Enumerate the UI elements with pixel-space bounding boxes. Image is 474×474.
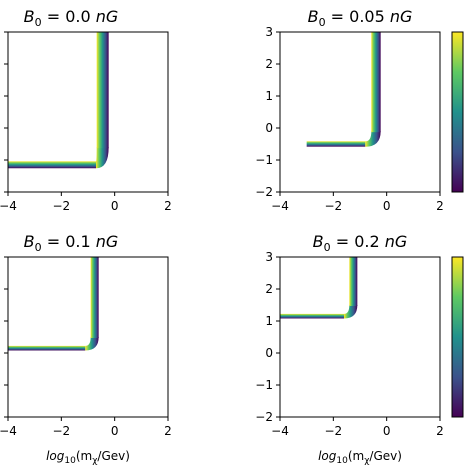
x-tick-label: −4 — [0, 424, 17, 438]
title-unit: nG — [385, 232, 408, 251]
y-tick-label: 0 — [265, 121, 273, 135]
y-tick-label: 1 — [265, 314, 273, 328]
axes-frame — [279, 31, 441, 193]
title-symbol: B — [24, 7, 35, 26]
x-tick-label: −2 — [52, 199, 70, 213]
x-tick-label: 0 — [383, 424, 391, 438]
plot-area — [280, 257, 358, 319]
y-tick-label: 2 — [265, 57, 273, 71]
x-tick-label: −4 — [0, 199, 17, 213]
corner-band — [344, 305, 358, 319]
panel-title: B0 = 0.1 nG — [24, 232, 119, 254]
x-tick-label: −4 — [271, 424, 289, 438]
title-subscript: 0 — [35, 241, 42, 254]
x-axis-ticks: −4 −2 0 2 — [0, 417, 172, 438]
title-equals: = 0.1 — [42, 232, 96, 251]
y-tick-label: 3 — [265, 25, 273, 39]
y-axis-ticks — [4, 256, 8, 418]
title-symbol: B — [313, 232, 324, 251]
x-tick-label: −2 — [324, 199, 342, 213]
y-tick-label: 2 — [265, 282, 273, 296]
y-tick-label: −2 — [255, 185, 273, 199]
title-symbol: B — [308, 7, 319, 26]
x-tick-label: 0 — [111, 424, 119, 438]
x-tick-label: 2 — [164, 424, 172, 438]
y-axis-ticks — [4, 31, 8, 193]
y-tick-label: −2 — [255, 410, 273, 424]
x-tick-label: 2 — [436, 424, 444, 438]
title-subscript: 0 — [319, 16, 326, 29]
vertical-branch-band — [90, 257, 99, 338]
horizontal-branch-band — [8, 161, 96, 169]
axes-frame — [279, 256, 441, 418]
y-tick-label: −1 — [255, 378, 273, 392]
corner-band — [365, 131, 381, 147]
y-axis-ticks: −2 −1 0 1 2 3 — [255, 25, 280, 199]
y-tick-label: 1 — [265, 89, 273, 103]
plot-area — [8, 32, 109, 169]
horizontal-branch-band — [306, 141, 366, 147]
vertical-branch-band — [349, 257, 358, 306]
x-tick-label: 2 — [164, 199, 172, 213]
axes-frame — [7, 256, 169, 418]
title-subscript: 0 — [324, 241, 331, 254]
y-tick-label: 0 — [265, 346, 273, 360]
title-unit: nG — [96, 232, 119, 251]
y-tick-label: −1 — [255, 153, 273, 167]
title-subscript: 0 — [35, 16, 42, 29]
title-symbol: B — [24, 232, 35, 251]
x-axis-label-left: log10(mχ/Gev) — [46, 449, 130, 466]
x-tick-label: 0 — [111, 199, 119, 213]
x-tick-label: −2 — [324, 424, 342, 438]
panel-title: B0 = 0.0 nG — [24, 7, 119, 29]
corner-band — [96, 147, 109, 169]
axes-frame — [7, 31, 169, 193]
panel-2: B0 = 0.1 nG −4 −2 0 2 — [0, 232, 172, 438]
y-axis-ticks: −2 −1 0 1 2 3 — [255, 250, 280, 424]
corner-band — [85, 337, 99, 351]
panel-title: B0 = 0.2 nG — [313, 232, 408, 254]
plot-area — [306, 32, 381, 147]
x-tick-label: −4 — [271, 199, 289, 213]
vertical-branch-band — [371, 32, 381, 133]
x-axis-label-right: log10(mχ/Gev) — [318, 449, 402, 466]
x-tick-label: 2 — [436, 199, 444, 213]
title-equals: = 0.2 — [331, 232, 385, 251]
colorbar — [451, 256, 464, 418]
horizontal-branch-band — [8, 345, 86, 351]
title-equals: = 0.0 — [42, 7, 96, 26]
horizontal-branch-band — [280, 313, 344, 319]
colorbar — [451, 31, 464, 193]
vertical-branch-band — [96, 32, 109, 149]
panel-0: B0 = 0.0 nG −4 −2 0 2 — [0, 7, 172, 213]
x-tick-label: 0 — [383, 199, 391, 213]
plot-area — [8, 257, 99, 351]
x-axis-ticks: −4 −2 0 2 — [0, 192, 172, 213]
title-equals: = 0.05 — [326, 7, 390, 26]
title-unit: nG — [96, 7, 119, 26]
x-axis-ticks: −4 −2 0 2 — [271, 417, 444, 438]
title-unit: nG — [390, 7, 413, 26]
x-axis-ticks: −4 −2 0 2 — [271, 192, 444, 213]
y-tick-label: 3 — [265, 250, 273, 264]
x-tick-label: −2 — [52, 424, 70, 438]
panel-title: B0 = 0.05 nG — [308, 7, 413, 29]
